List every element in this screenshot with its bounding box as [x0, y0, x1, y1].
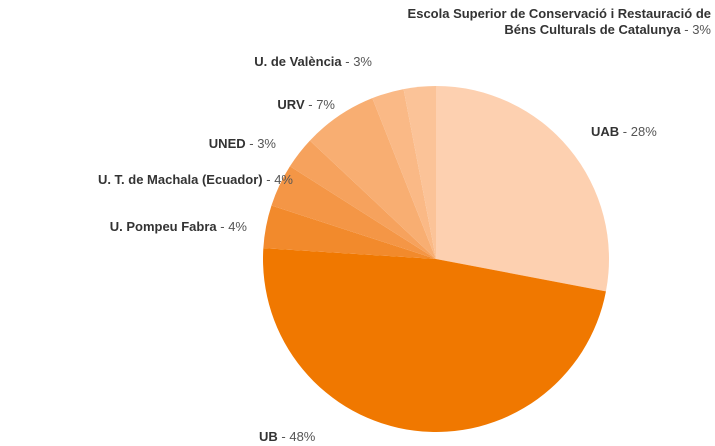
- slice-label: U. de València - 3%: [254, 54, 372, 70]
- separator: -: [216, 219, 229, 234]
- value-label: 3%: [257, 136, 276, 151]
- value-label: 28%: [630, 124, 657, 139]
- category-name: Escola Superior de Conservació i Restaur…: [407, 6, 711, 37]
- separator: -: [619, 124, 631, 139]
- slice-label: UAB - 28%: [591, 124, 657, 140]
- slice-label: UB - 48%: [259, 429, 315, 445]
- pie-slice: [271, 166, 436, 259]
- category-name: UNED: [208, 136, 246, 151]
- value-label: 7%: [316, 97, 335, 112]
- pie-slice: [372, 89, 436, 260]
- pie-slice: [263, 205, 436, 259]
- separator: -: [341, 54, 354, 69]
- value-label: 3%: [692, 22, 711, 37]
- separator: -: [262, 172, 275, 187]
- slice-label: Escola Superior de Conservació i Restaur…: [391, 6, 711, 38]
- separator: -: [680, 22, 693, 37]
- separator: -: [304, 97, 317, 112]
- category-name: U. Pompeu Fabra: [109, 219, 217, 234]
- category-name: U. T. de Machala (Ecuador): [97, 172, 263, 187]
- category-name: U. de València: [254, 54, 342, 69]
- slice-label: UNED - 3%: [209, 136, 276, 152]
- slice-label: U. T. de Machala (Ecuador) - 4%: [98, 172, 293, 188]
- value-label: 3%: [353, 54, 372, 69]
- value-label: 4%: [228, 219, 247, 234]
- slice-label: U. Pompeu Fabra - 4%: [110, 219, 247, 235]
- category-name: URV: [277, 97, 305, 112]
- pie-slice: [436, 86, 609, 292]
- pie-slice: [403, 86, 436, 259]
- pie-slice: [263, 248, 606, 432]
- value-label: 4%: [274, 172, 293, 187]
- pie-slice: [289, 140, 436, 259]
- pie-slice: [309, 98, 436, 259]
- slice-label: URV - 7%: [277, 97, 335, 113]
- category-name: UAB: [591, 124, 620, 139]
- value-label: 48%: [289, 429, 316, 444]
- category-name: UB: [259, 429, 278, 444]
- separator: -: [277, 429, 290, 444]
- separator: -: [245, 136, 258, 151]
